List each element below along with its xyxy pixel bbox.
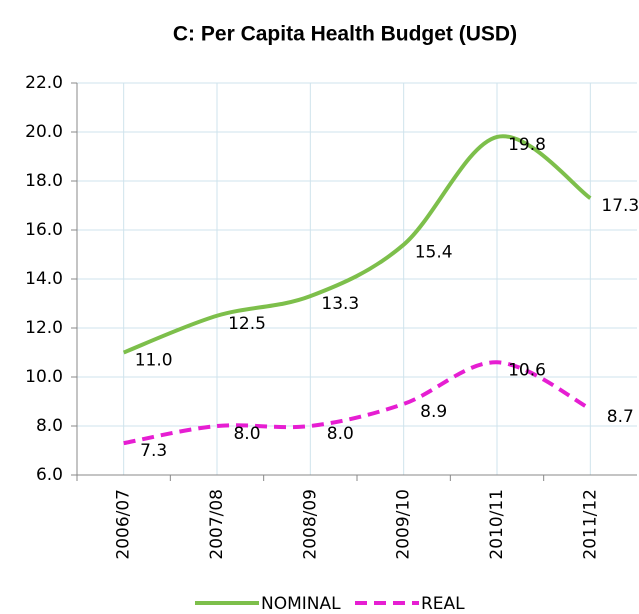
y-tick-label: 16.0	[25, 220, 63, 240]
line	[123, 360, 592, 446]
x-tick-label: 2009/10	[394, 489, 414, 560]
data-label: 12.5	[228, 314, 266, 334]
x-tick-label: 2006/07	[114, 489, 134, 560]
y-tick-label: 6.0	[36, 465, 63, 485]
x-tick-label: 2011/12	[580, 489, 600, 560]
x-tick-label: 2008/09	[300, 489, 320, 560]
y-tick-label: 22.0	[25, 73, 63, 93]
data-label: 7.3	[140, 441, 167, 461]
data-label: 10.6	[508, 360, 546, 380]
data-label: 8.0	[327, 424, 354, 444]
legend-label: NOMINAL	[261, 594, 341, 614]
data-label: 15.4	[415, 243, 453, 263]
data-label: 13.3	[321, 294, 359, 314]
chart-title: C: Per Capita Health Budget (USD)	[173, 23, 517, 46]
x-tick-label: 2007/08	[207, 489, 227, 560]
line	[122, 134, 592, 355]
y-tick-label: 18.0	[25, 171, 63, 191]
y-tick-label: 10.0	[25, 367, 63, 387]
data-label: 19.8	[508, 135, 546, 155]
y-tick-label: 14.0	[25, 269, 63, 289]
data-label: 11.0	[135, 351, 173, 371]
y-tick-label: 8.0	[36, 416, 63, 436]
legend-label: REAL	[421, 594, 465, 614]
y-tick-label: 12.0	[25, 318, 63, 338]
data-label: 8.9	[420, 402, 447, 422]
data-label: 8.7	[607, 407, 634, 427]
data-label: 8.0	[233, 424, 260, 444]
y-tick-label: 20.0	[25, 122, 63, 142]
data-label: 17.3	[601, 196, 639, 216]
x-tick-label: 2010/11	[487, 489, 507, 560]
